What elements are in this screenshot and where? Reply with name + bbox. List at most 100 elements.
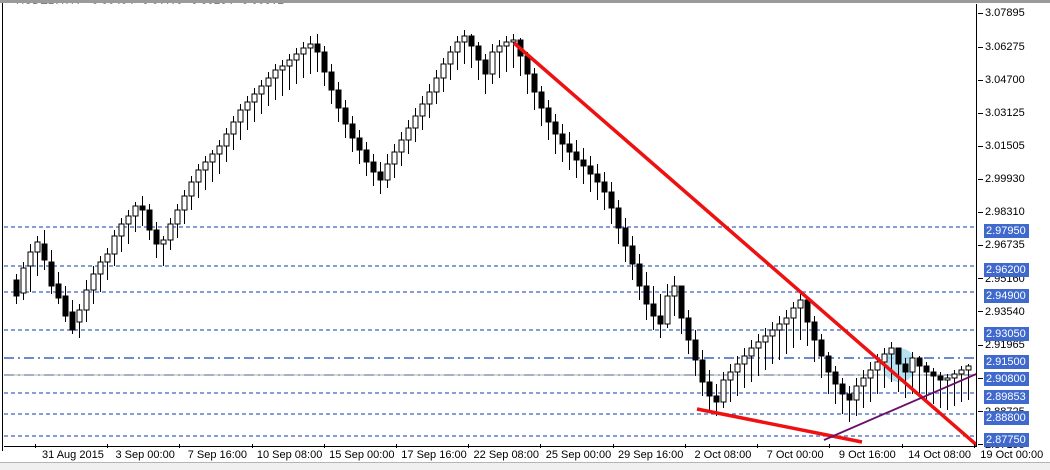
trendline-ascending-support[interactable] [823,372,977,441]
candle-body [251,93,258,103]
candle-body [594,173,601,183]
price-level-tag[interactable]: 2.88800 [984,411,1029,425]
candle-body [804,299,811,323]
time-axis[interactable]: 31 Aug 2015 3 Sep 00:00 7 Sep 16:00 10 Sep … [4,444,1047,462]
price-tick-label: 3.03125 [978,107,1025,120]
candle-body [531,73,538,93]
window-frame-top [0,0,1050,3]
candle-body [461,35,468,43]
candle-body [104,253,111,263]
trendline-primary-downtrend[interactable] [512,41,977,447]
candle-body [846,393,853,401]
candle-body [496,45,503,53]
candle-body [167,223,174,241]
price-tick-label: 2.91965 [978,339,1025,352]
window-frame-left [0,3,3,451]
candle-body [601,181,608,193]
candle-body [468,35,475,47]
time-tick-label: 3 Sep 00:00 [115,449,175,461]
candle-body [916,357,923,367]
candle-body [13,279,20,297]
price-level-tag[interactable]: 2.91500 [984,355,1029,369]
candle-body [489,51,496,75]
trendline-lower-support-descending[interactable] [696,407,863,444]
candle-body [300,47,307,55]
price-tick-label: 2.99930 [978,173,1025,186]
time-tick-label: 25 Sep 00:00 [545,449,612,461]
price-tick-label: 3.04700 [978,74,1025,87]
candle-body [699,359,706,383]
candle-body [321,51,328,73]
candle-body [111,235,118,255]
candle-body [69,311,76,331]
time-tick-label: 22 Sep 08:00 [473,449,539,461]
candle-body [664,295,671,325]
candle-body [909,357,916,373]
price-level-tag[interactable]: 2.93050 [984,327,1029,341]
candle-body [839,383,846,395]
candle-body [265,77,272,87]
candle-body [118,223,125,237]
candle-body [153,229,160,245]
price-level-tag[interactable]: 2.90800 [984,372,1029,386]
candle-body [440,63,447,79]
time-tick-mark [251,444,253,448]
candle-body [328,71,335,91]
time-tick-mark [684,444,686,448]
candle-body [643,285,650,305]
candle-body [650,303,657,317]
candle-body [727,371,734,381]
candle-body [188,181,195,197]
price-tick-label: 2.98310 [978,206,1025,219]
candle-body [524,55,531,75]
candle-body [895,347,902,365]
candle-body [160,239,167,245]
candle-body [258,85,265,95]
price-level-tag[interactable]: 2.89853 [984,390,1029,404]
time-tick-label: 15 Sep 00:00 [329,449,395,461]
candle-body [139,205,146,211]
price-level-tag[interactable]: 2.96200 [984,263,1029,277]
price-level-tag[interactable]: 2.94900 [984,289,1029,303]
price-tick-label: 2.93540 [978,306,1025,319]
candle-body [391,151,398,165]
candle-body [314,43,321,53]
chart-plot-area[interactable] [4,4,977,447]
candle-body [783,317,790,325]
candle-body [678,285,685,319]
candle-body [286,59,293,67]
candle-body [930,371,937,377]
candle-body [545,107,552,123]
candlestick-series [13,30,972,422]
time-tick-mark [829,444,831,448]
candle-body [615,207,622,229]
candle-body [622,227,629,247]
time-tick-mark [901,444,903,448]
candle-body [55,283,62,299]
price-level-tag[interactable]: 2.97950 [984,224,1029,238]
candle-body [580,159,587,167]
candle-body [566,143,573,153]
price-axis[interactable]: 3.07895 3.06275 3.04700 3.03125 3.01505 2.999… [978,4,1047,451]
candle-body [713,395,720,403]
price-level-tag[interactable]: 2.87750 [984,433,1029,447]
candle-body [174,209,181,225]
candle-body [944,377,951,381]
time-tick-label: 31 Aug 2015 [42,449,104,461]
candle-body [398,139,405,153]
time-tick-label: 7 Oct 00:00 [766,449,824,461]
candle-body [419,103,426,117]
candle-body [769,329,776,337]
candle-body [538,91,545,109]
time-tick-mark [396,444,398,448]
candle-body [412,115,419,129]
time-tick-mark [540,444,542,448]
candle-body [272,69,279,79]
candle-body [20,267,27,294]
candle-body [405,127,412,141]
time-tick-mark [107,444,109,448]
time-tick-label: 19 Oct 00:00 [980,449,1044,461]
candle-body [790,307,797,319]
candle-body [370,161,377,173]
